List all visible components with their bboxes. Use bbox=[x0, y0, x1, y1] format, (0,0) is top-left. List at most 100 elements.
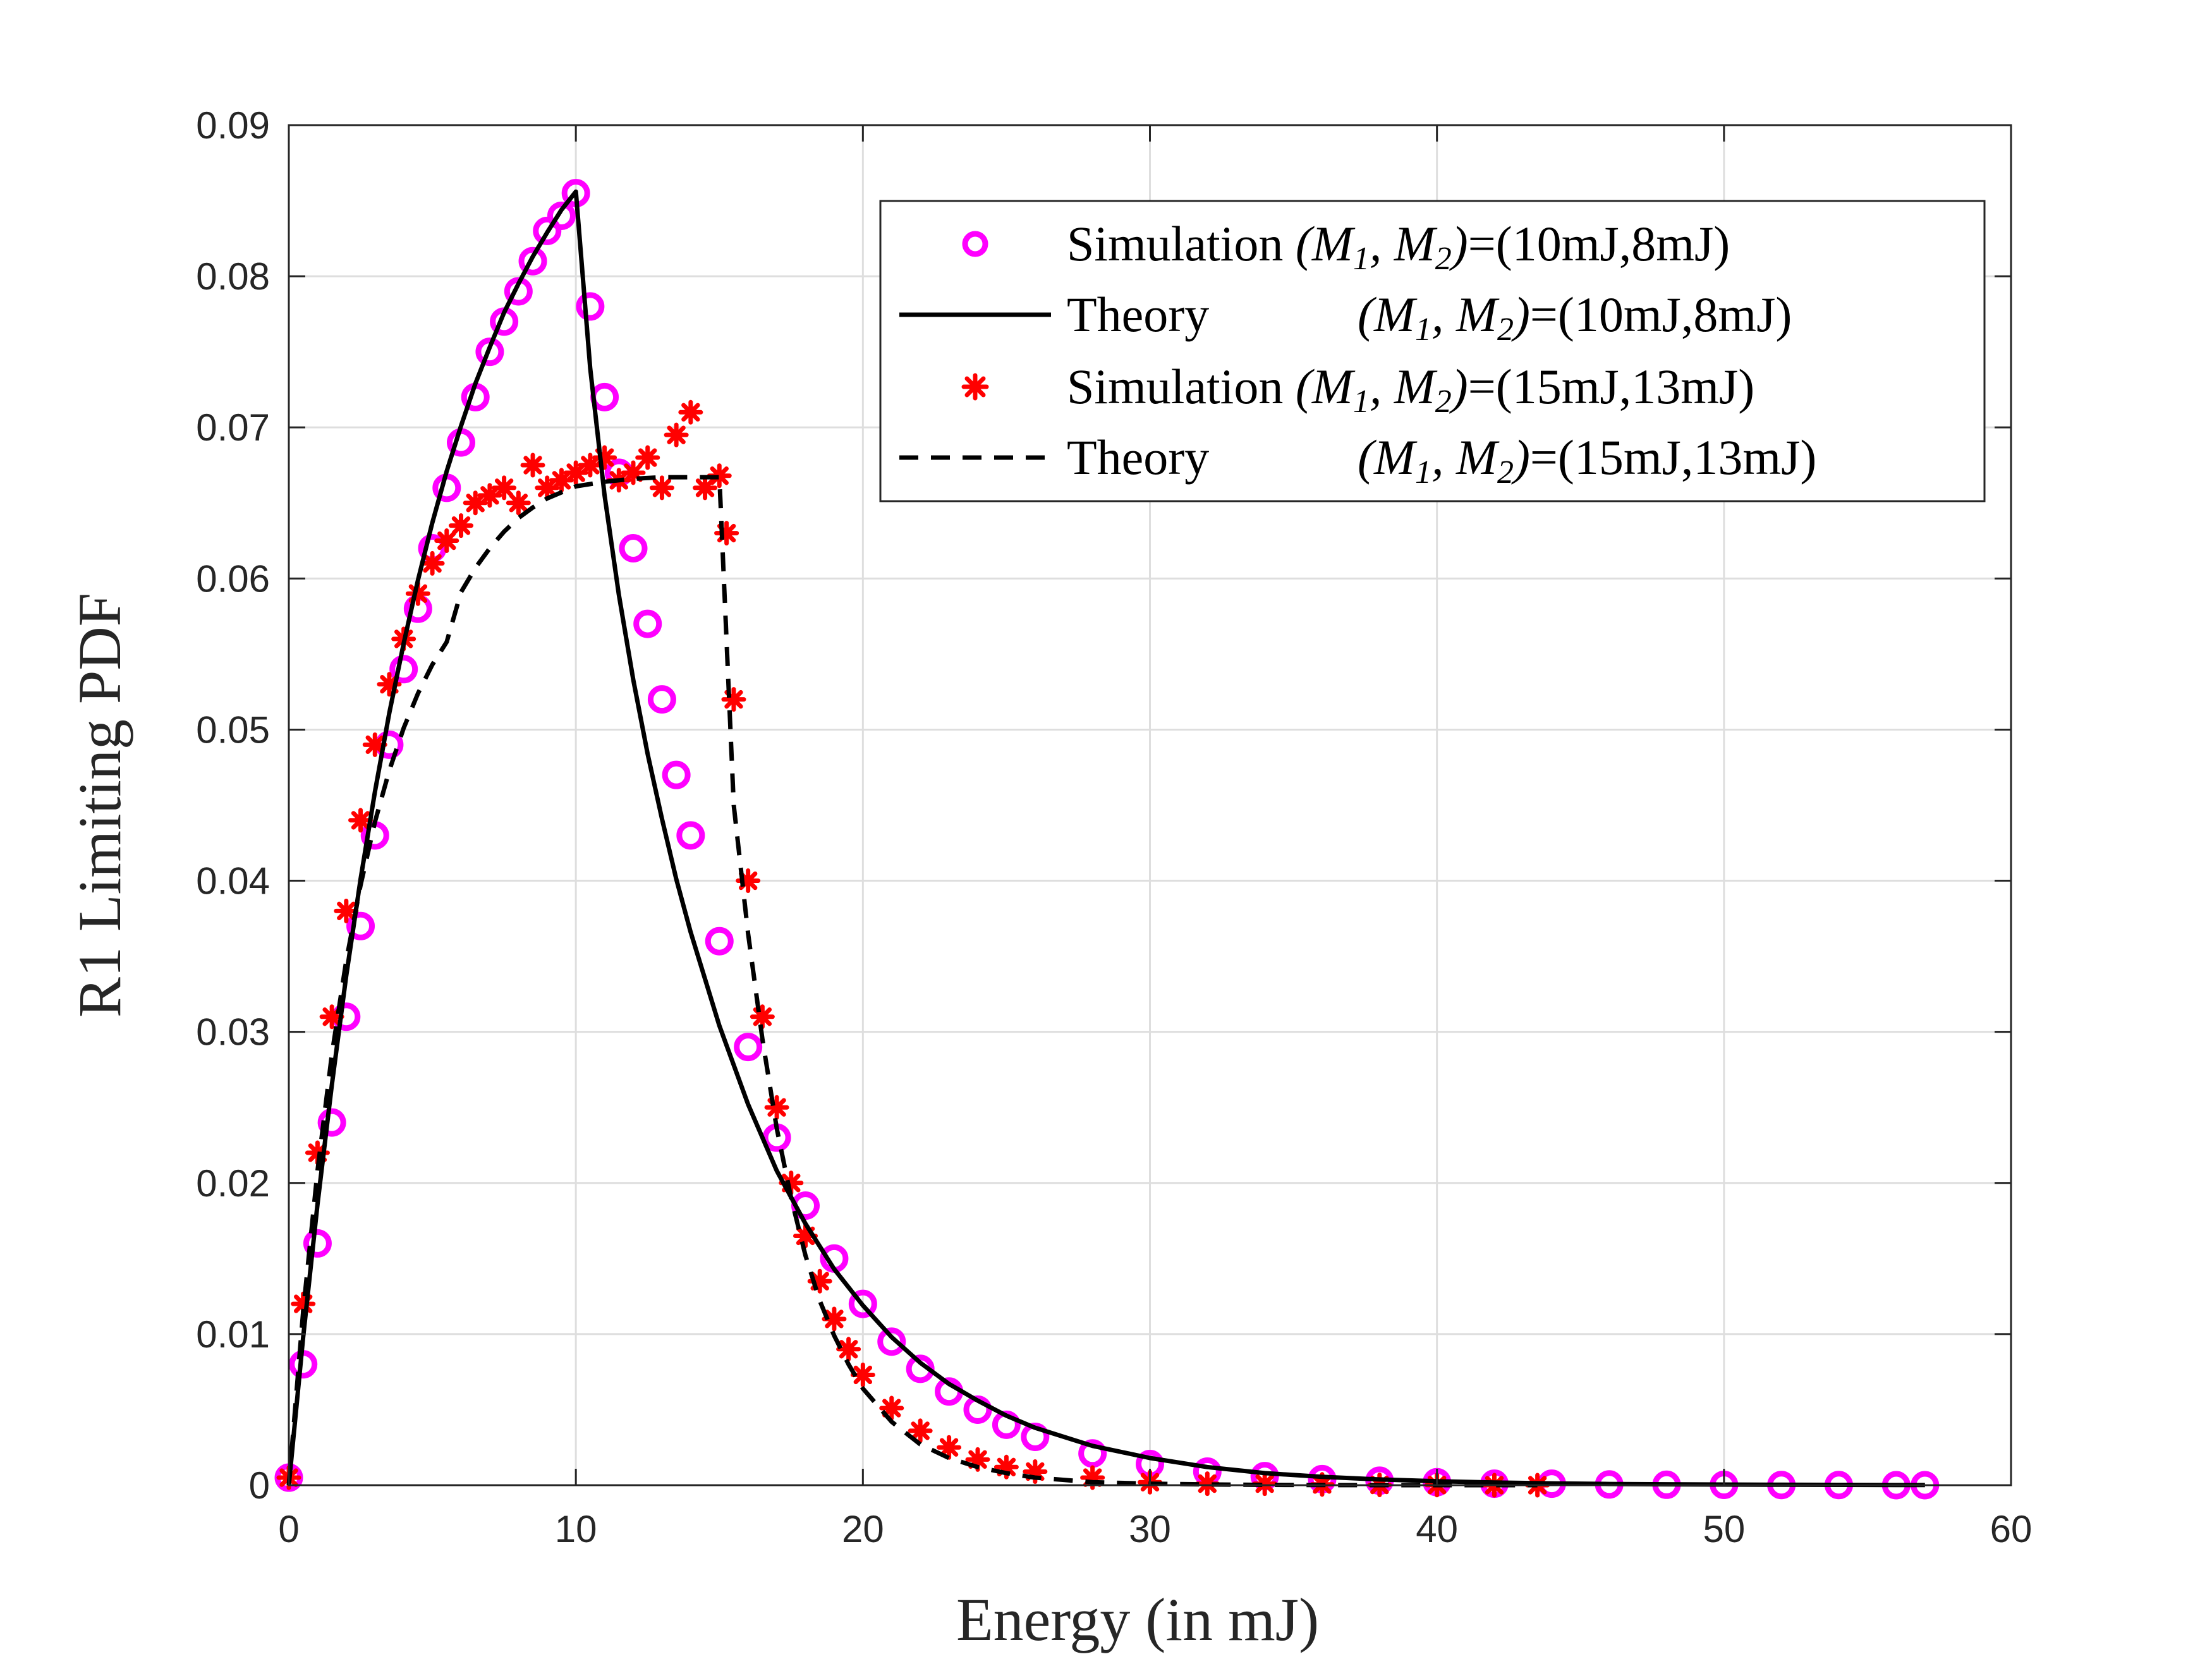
y-tick-label: 0 bbox=[249, 1464, 270, 1507]
data-point bbox=[317, 1108, 346, 1137]
data-point bbox=[576, 292, 605, 321]
y-tick-label: 0.01 bbox=[196, 1313, 270, 1356]
legend-params: =(15mJ,13mJ) bbox=[1468, 359, 1755, 414]
legend-subscript-1: 1 bbox=[1415, 312, 1431, 348]
y-tick-label: 0.08 bbox=[196, 255, 270, 298]
legend-subscript-2: 2 bbox=[1435, 241, 1452, 277]
legend-params: =(10mJ,8mJ) bbox=[1530, 287, 1792, 342]
legend-math-right: ) bbox=[1511, 430, 1530, 485]
tick-labels: 0 10 20 30 40 50 60 0 0.01 0.02 0.03 0.04 0.05 0.06 0.… bbox=[196, 104, 2032, 1550]
data-point bbox=[750, 1004, 775, 1030]
svg-text:Simulation (M1, M2)=(10mJ,8mJ): Simulation (M1, M2)=(10mJ,8mJ) bbox=[1067, 216, 1730, 277]
data-point bbox=[518, 246, 547, 276]
y-tick-label: 0.03 bbox=[196, 1011, 270, 1054]
legend-math-right: ) bbox=[1449, 359, 1468, 414]
data-point bbox=[678, 399, 703, 425]
y-tick-label: 0.05 bbox=[196, 708, 270, 751]
data-point bbox=[848, 1289, 877, 1318]
legend-entry-theory-10-8: Theory (M1, M2)=(10mJ,8mJ) bbox=[899, 287, 1792, 348]
series-layer bbox=[274, 179, 1940, 1500]
data-point bbox=[937, 1435, 962, 1460]
legend-subscript-2: 2 bbox=[1497, 312, 1514, 348]
legend-label-prefix: Theory bbox=[1067, 430, 1209, 485]
data-point bbox=[850, 1362, 875, 1387]
legend-entry-sim-10-8: Simulation (M1, M2)=(10mJ,8mJ) bbox=[962, 216, 1730, 277]
ticks bbox=[288, 124, 2012, 1486]
data-point bbox=[662, 760, 691, 789]
x-tick-label: 0 bbox=[278, 1508, 299, 1550]
data-point bbox=[520, 453, 545, 478]
data-point bbox=[635, 445, 660, 470]
data-point bbox=[506, 490, 531, 516]
legend-entry-theory-15-13: Theory (M1, M2)=(15mJ,13mJ) bbox=[899, 430, 1816, 490]
legend-math-comma: , M bbox=[1370, 216, 1438, 271]
data-point bbox=[475, 337, 504, 367]
data-point bbox=[649, 475, 674, 501]
data-point bbox=[734, 1033, 763, 1062]
data-point bbox=[389, 655, 418, 684]
legend: Simulation (M1, M2)=(10mJ,8mJ) Theory (M… bbox=[879, 200, 1986, 502]
legend-entry-sim-15-13: Simulation (M1, M2)=(15mJ,13mJ) bbox=[961, 359, 1754, 420]
data-point bbox=[693, 475, 718, 501]
y-tick-label: 0.02 bbox=[196, 1162, 270, 1205]
legend-subscript-2: 2 bbox=[1497, 454, 1514, 490]
legend-math-left: (M bbox=[1296, 216, 1356, 271]
legend-box bbox=[879, 200, 1986, 502]
legend-subscript-1: 1 bbox=[1353, 241, 1370, 277]
data-point bbox=[879, 1395, 904, 1421]
legend-subscript-1: 1 bbox=[1353, 384, 1370, 420]
svg-text:Theory (M1, M2)=(15mJ,: Theory (M1, M2)=(15mJ,13mJ) bbox=[1067, 430, 1816, 490]
data-point bbox=[420, 550, 445, 576]
data-point bbox=[434, 528, 459, 554]
data-point bbox=[836, 1337, 861, 1362]
legend-math-right: ) bbox=[1511, 287, 1530, 342]
data-point bbox=[621, 460, 646, 485]
legend-math-comma: , M bbox=[1431, 287, 1500, 342]
data-point bbox=[822, 1306, 847, 1332]
svg-text:Theory (M1, M2)=(10mJ,: Theory (M1, M2)=(10mJ,8mJ) bbox=[1067, 287, 1792, 348]
data-point bbox=[1078, 1439, 1107, 1468]
data-point bbox=[463, 490, 488, 516]
legend-marker-circle bbox=[962, 231, 988, 257]
series-line-theory-10-8 bbox=[286, 189, 1925, 1488]
legend-label-prefix: Simulation bbox=[1067, 359, 1296, 414]
x-tick-label: 30 bbox=[1129, 1508, 1171, 1550]
y-axis-label: R1 Limiting PDF bbox=[66, 593, 133, 1018]
legend-subscript-1: 1 bbox=[1415, 454, 1431, 490]
legend-math-left: (M bbox=[1358, 287, 1418, 342]
y-tick-label: 0.07 bbox=[196, 406, 270, 449]
data-point bbox=[492, 475, 517, 501]
data-point bbox=[334, 898, 359, 923]
data-point bbox=[676, 821, 705, 850]
svg-text:Simulation (M1, M2)=(15mJ,13mJ: Simulation (M1, M2)=(15mJ,13mJ) bbox=[1067, 359, 1754, 420]
legend-math-right: ) bbox=[1449, 216, 1468, 271]
legend-math-comma: , M bbox=[1431, 430, 1500, 485]
x-tick-label: 20 bbox=[842, 1508, 884, 1550]
legend-subscript-2: 2 bbox=[1435, 384, 1452, 420]
y-tick-label: 0.04 bbox=[196, 860, 270, 902]
data-point bbox=[705, 927, 734, 956]
data-point bbox=[303, 1229, 332, 1258]
legend-label-prefix: Simulation bbox=[1067, 216, 1296, 271]
data-point bbox=[908, 1418, 933, 1443]
legend-params: =(10mJ,8mJ) bbox=[1468, 216, 1730, 271]
data-point bbox=[647, 685, 676, 714]
data-point bbox=[664, 422, 689, 447]
data-point bbox=[877, 1327, 906, 1356]
legend-math-left: (M bbox=[1296, 359, 1356, 414]
y-tick-label: 0.06 bbox=[196, 557, 270, 600]
legend-math-comma: , M bbox=[1370, 359, 1438, 414]
data-point bbox=[549, 468, 574, 493]
data-point bbox=[533, 216, 562, 245]
legend-marker-star bbox=[961, 373, 989, 401]
x-axis-label: Energy (in mJ) bbox=[956, 1586, 1319, 1653]
data-point bbox=[764, 1095, 789, 1120]
data-point bbox=[633, 609, 662, 638]
x-tick-label: 40 bbox=[1416, 1508, 1458, 1550]
legend-label-prefix: Theory bbox=[1067, 287, 1209, 342]
data-point bbox=[348, 808, 374, 833]
y-tick-label: 0.09 bbox=[196, 104, 270, 147]
x-tick-label: 10 bbox=[555, 1508, 597, 1550]
x-tick-label: 60 bbox=[1990, 1508, 2033, 1550]
